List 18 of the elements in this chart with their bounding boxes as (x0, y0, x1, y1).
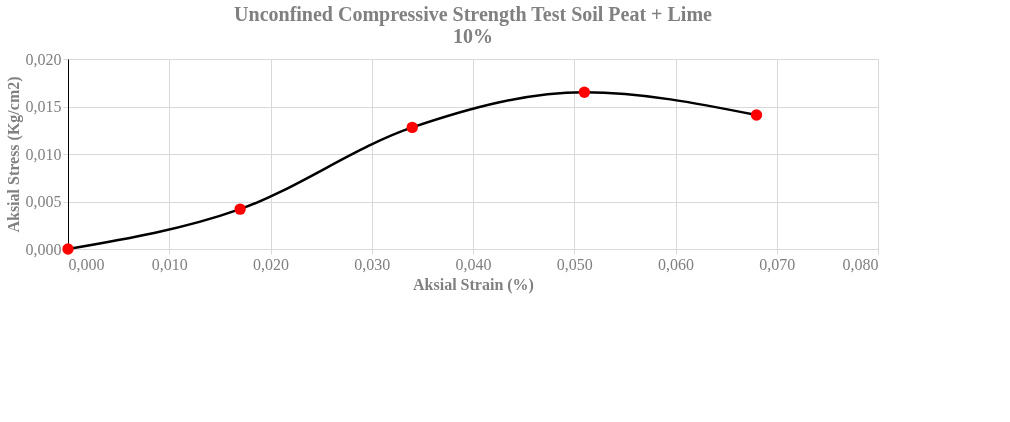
text: 10% (453, 25, 493, 47)
x-tick-label: 0,000 (68, 255, 105, 273)
text: Unconfined Compressive Strength Test Soil Peat + Lime (234, 3, 712, 25)
y-tick-label: 0,000 (25, 240, 62, 258)
x-tick-label: 0,050 (556, 255, 593, 273)
x-tick-label: 0,070 (759, 255, 796, 273)
x-axis-title: Aksial Strain (%) (413, 275, 534, 294)
x-tick-label: 0,080 (842, 255, 879, 273)
x-tick-label: 0,010 (151, 255, 188, 273)
y-axis-title: Aksial Stress (Kg/cm2) (4, 76, 23, 233)
x-tick-label: 0,030 (354, 255, 391, 273)
y-tick-label: 0,005 (25, 193, 62, 210)
y-tick-label: 0,015 (25, 98, 62, 115)
x-tick-label: 0,060 (658, 255, 694, 273)
y-tick-label: 0,020 (25, 50, 62, 68)
x-tick-label: 0,020 (253, 255, 289, 273)
y-tick-label: 0,010 (25, 145, 62, 163)
x-tick-label: 0,040 (455, 255, 492, 273)
